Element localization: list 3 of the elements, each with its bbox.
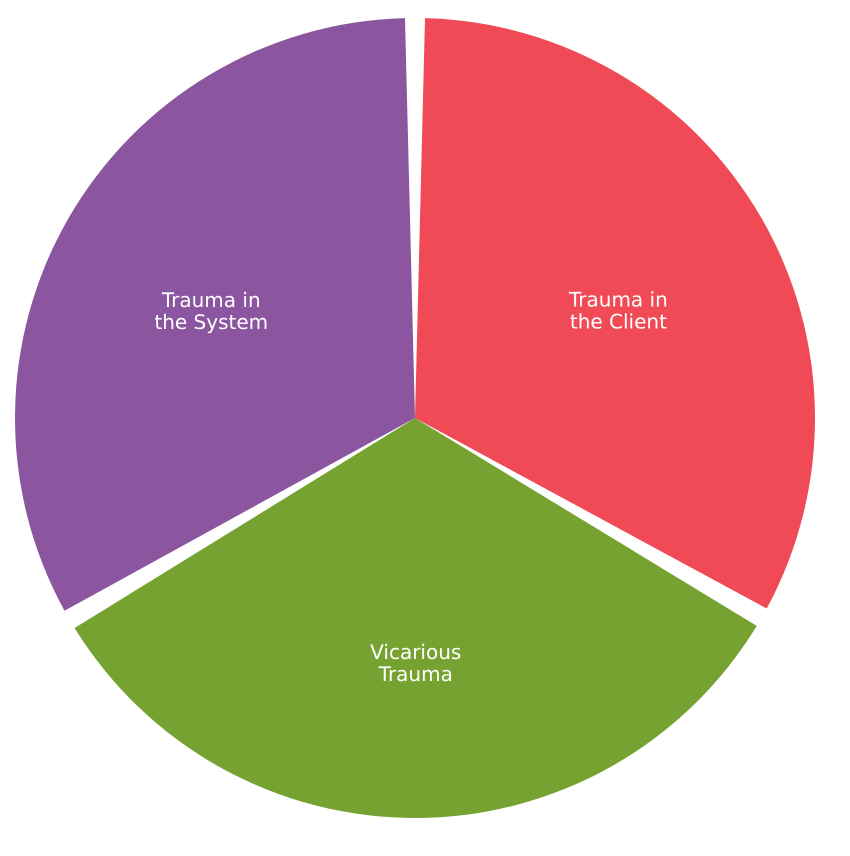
slice-label: Vicarious Trauma xyxy=(370,640,462,686)
slice-label: Trauma in the System xyxy=(154,288,268,334)
slice-label: Trauma in the Client xyxy=(568,287,668,334)
